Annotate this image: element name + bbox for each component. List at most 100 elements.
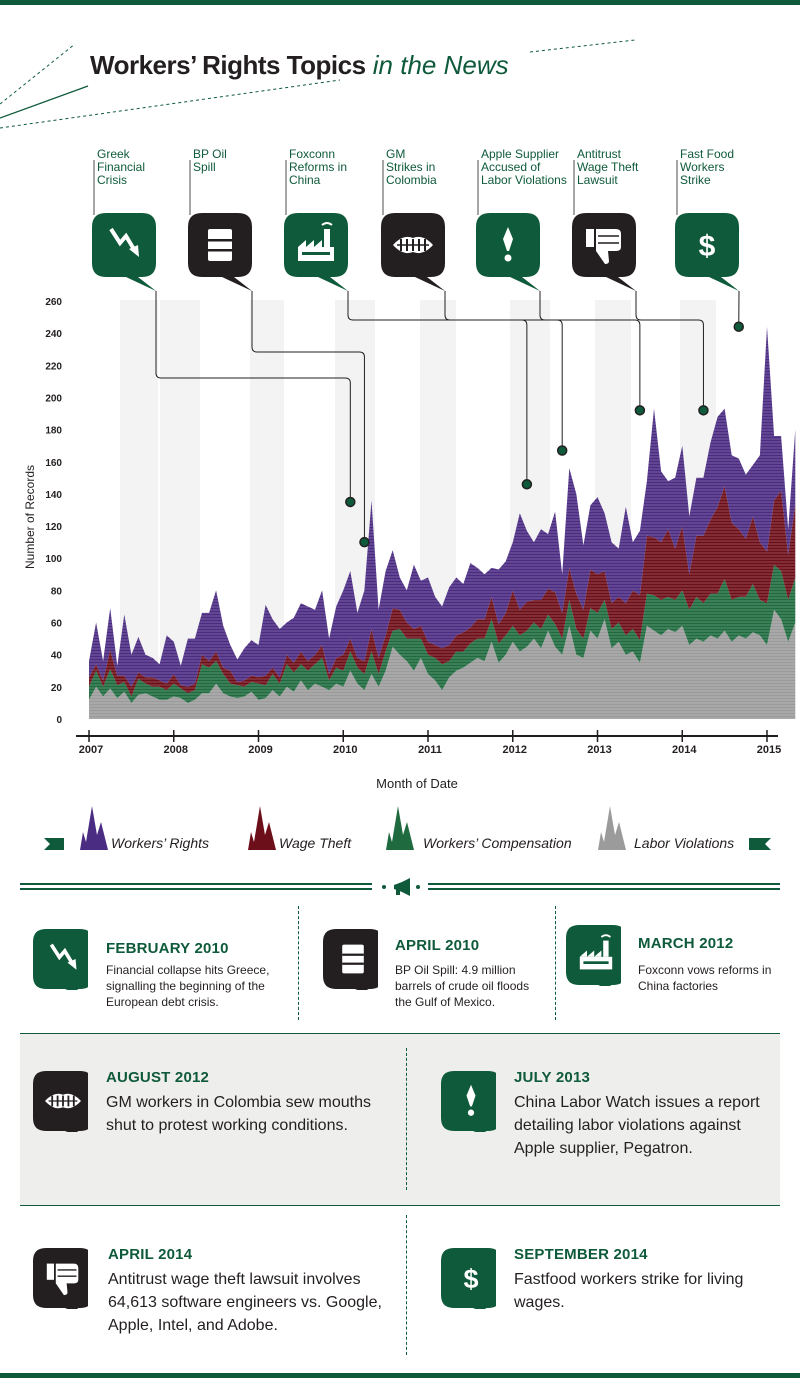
page-title: Workers’ Rights Topics in the News	[90, 50, 509, 81]
axes: 0 20 40 60 80 100 120 140 160 180 200 220 240 260 2007…	[23, 297, 781, 791]
x-axis-label: Month of Date	[376, 776, 458, 791]
event-marker	[556, 445, 568, 456]
oil-barrel-icon	[208, 229, 232, 261]
y-tick-label: 40	[51, 651, 63, 662]
sewn-mouth-bubble	[381, 213, 445, 291]
oil-barrel-bubble	[188, 213, 252, 291]
card-description: Foxconn vows reforms in China factories	[638, 963, 772, 993]
legend-glyphs	[44, 806, 771, 850]
divider-dash	[406, 1215, 407, 1355]
event-connector	[251, 291, 365, 543]
card-date: FEBRUARY 2010	[106, 940, 229, 957]
falling-arrow-icon	[49, 943, 77, 970]
x-tick-label: 2008	[164, 744, 188, 756]
legend-label: Labor Violations	[634, 835, 735, 851]
event-marker	[733, 321, 744, 332]
y-tick-label: 0	[56, 715, 62, 726]
x-tick-label: 2009	[248, 744, 272, 756]
card-description: China Labor Watch issues a report detail…	[514, 1094, 760, 1157]
exclamation-icon	[503, 227, 513, 262]
thumbs-down-bubble	[572, 213, 636, 291]
megaphone-icon	[394, 878, 410, 896]
legend-swatch	[598, 806, 626, 850]
dollar-icon: $	[463, 1264, 478, 1294]
factory-icon	[298, 222, 334, 261]
event-connector	[444, 291, 563, 451]
card-description: GM workers in Colombia sew mouths shut t…	[106, 1094, 371, 1134]
section-divider	[20, 878, 780, 896]
legend-end-arrow	[44, 838, 64, 850]
y-tick-label: 240	[45, 329, 62, 340]
y-tick-label: 80	[51, 586, 63, 597]
event-label: Foxconn Reforms in China	[289, 147, 348, 187]
hatch-overlay	[89, 326, 796, 719]
event-marker	[359, 536, 370, 548]
x-tick-label: 2015	[757, 744, 781, 756]
x-tick-label: 2010	[333, 744, 357, 756]
card-icon-bubble	[441, 1071, 496, 1132]
card-icon-bubble	[323, 929, 378, 990]
y-tick-label: 220	[45, 361, 62, 372]
falling-arrow-icon	[109, 227, 139, 257]
x-tick-label: 2013	[587, 744, 611, 756]
card-description: Fastfood workers strike for living wages…	[514, 1271, 744, 1311]
highlight-band	[20, 1033, 780, 1206]
oil-barrel-icon	[342, 944, 364, 974]
y-tick-label: 200	[45, 393, 62, 404]
x-tick-label: 2014	[672, 744, 697, 756]
bottom-border	[0, 1373, 800, 1378]
event-connector	[539, 291, 641, 411]
card-date: AUGUST 2012	[106, 1069, 210, 1086]
thumbs-down-icon	[586, 229, 621, 264]
title-decoration	[0, 39, 636, 129]
event-label: Greek Financial Crisis	[97, 147, 146, 187]
x-tick-label: 2007	[79, 744, 103, 756]
card-description: BP Oil Spill: 4.9 million barrels of cru…	[395, 963, 530, 1009]
y-tick-label: 20	[51, 683, 63, 694]
card-description: Financial collapse hits Greece, signalli…	[106, 963, 270, 1009]
dollar-bubble: $	[675, 213, 739, 291]
divider-dash	[406, 1048, 407, 1190]
sewn-mouth-icon	[45, 1093, 81, 1109]
y-axis-label: Number of Records	[23, 465, 37, 569]
svg-text:$: $	[463, 1264, 478, 1294]
exclamation-icon	[466, 1084, 476, 1116]
factory-bubble	[284, 213, 348, 291]
card-icon-bubble	[33, 1248, 88, 1309]
event-label: GM Strikes in Colombia	[386, 147, 437, 187]
event-marker	[698, 405, 709, 416]
legend-label: Workers’ Rights	[111, 835, 210, 851]
event-marker	[521, 479, 533, 490]
card-date: APRIL 2014	[108, 1246, 193, 1263]
divider-dash	[298, 906, 299, 1020]
legend-label: Workers’ Compensation	[423, 835, 572, 851]
top-border	[0, 0, 800, 5]
event-connector	[635, 291, 704, 411]
event-marker	[634, 405, 646, 416]
card-date: JULY 2013	[514, 1069, 591, 1086]
title-main: Workers’ Rights Topics	[90, 50, 366, 80]
card-description: Antitrust wage theft lawsuit involves 64…	[108, 1271, 382, 1334]
x-tick-label: 2012	[503, 744, 527, 756]
svg-text:$: $	[699, 230, 716, 263]
y-tick-label: 100	[45, 554, 62, 565]
event-markers: $	[92, 160, 744, 548]
card-icon-bubble	[33, 929, 88, 990]
title-sub: in the News	[372, 50, 509, 80]
card-icon-bubble	[33, 1071, 88, 1132]
y-tick-label: 160	[45, 458, 62, 469]
divider-dash	[555, 906, 556, 1020]
sewn-mouth-icon	[393, 236, 433, 254]
event-label: Fast Food Workers Strike	[680, 147, 735, 187]
legend-end-arrow	[749, 838, 771, 850]
card-date: MARCH 2012	[638, 935, 734, 952]
legend-label: Wage Theft	[279, 835, 352, 851]
x-tick-label: 2011	[418, 744, 442, 756]
dollar-icon: $	[699, 230, 716, 263]
falling-arrow-bubble	[92, 213, 156, 291]
event-connector	[347, 291, 528, 485]
card-icon-bubble: $	[441, 1248, 496, 1309]
event-marker	[345, 496, 356, 508]
legend-swatch	[386, 806, 414, 850]
thumbs-down-icon	[46, 1263, 79, 1296]
